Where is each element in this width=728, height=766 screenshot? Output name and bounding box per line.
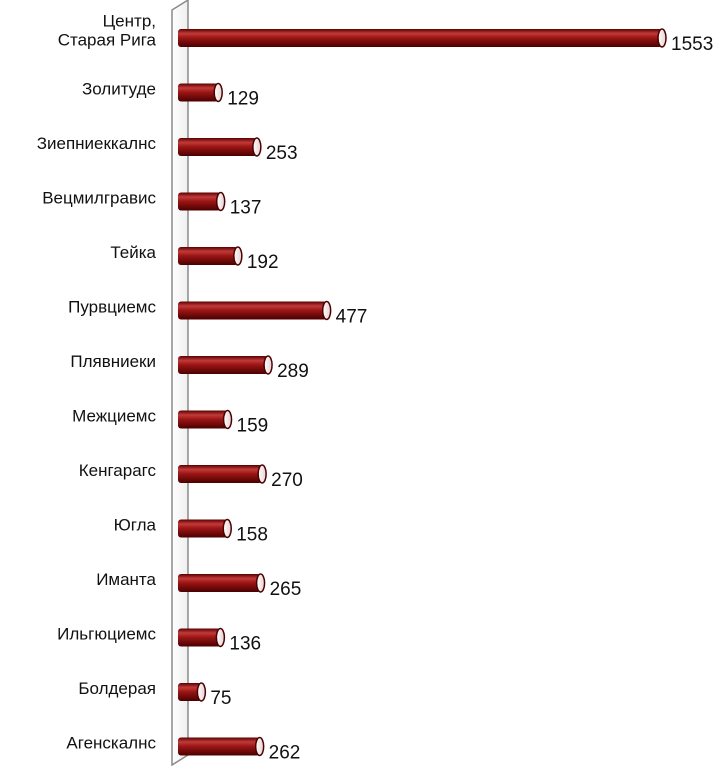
category-label: Плявниеки (70, 352, 156, 371)
bar-group: 129 Золитуде (82, 80, 259, 110)
bar (178, 192, 221, 211)
category-label: Зиепниеккалнс (37, 134, 157, 153)
category-label: Центр, Старая Рига (58, 12, 157, 50)
value-label: 137 (230, 198, 262, 219)
category-label: Пурвциемс (68, 298, 156, 317)
bar-group: 270 Кенгарагс (79, 461, 303, 491)
category-label: Ильгюциемс (57, 625, 156, 644)
category-label-line: Золитуде (82, 80, 156, 99)
bar-end-cap (252, 137, 262, 157)
bar-end-cap (215, 191, 226, 212)
category-label-line: Болдерая (78, 679, 156, 698)
bar-end-cap (254, 736, 265, 757)
bar-end-cap (222, 409, 233, 430)
category-label-line: Старая Рига (58, 31, 157, 50)
category-label-line: Пурвциемс (68, 298, 156, 317)
bar-group: 1553 Центр, Старая Рига (58, 12, 714, 56)
bar-group: 192 Тейка (110, 243, 278, 273)
bar-end-cap (215, 627, 226, 648)
bar (178, 519, 228, 538)
category-label-line: Ильгюциемс (57, 625, 156, 644)
category-label: Иманта (96, 570, 156, 589)
bar-end-cap (233, 246, 243, 266)
value-label: 262 (269, 743, 301, 764)
bar-group: 159 Межциемс (72, 407, 268, 437)
value-label: 136 (229, 634, 261, 655)
bar-end-cap (222, 518, 232, 539)
value-label: 129 (227, 89, 259, 110)
category-label-line: Югла (114, 516, 157, 535)
value-label: 477 (336, 307, 368, 328)
bar-group: 75 Болдерая (78, 679, 231, 709)
bar (178, 247, 238, 265)
category-label-line: Тейка (110, 243, 156, 262)
bar-end-cap (255, 573, 266, 593)
category-label-line: Зиепниеккалнс (37, 134, 157, 153)
category-label-line: Кенгарагс (79, 461, 157, 480)
value-label: 270 (271, 470, 303, 491)
value-label: 253 (266, 143, 298, 164)
bar (178, 29, 662, 47)
bar-group: 253 Зиепниеккалнс (37, 134, 298, 164)
category-label: Вецмилгравис (42, 189, 156, 208)
category-label: Золитуде (82, 80, 156, 99)
bar (178, 683, 202, 701)
value-label: 1553 (671, 34, 713, 55)
bar-end-cap (263, 355, 273, 375)
bar-end-cap (213, 82, 223, 103)
bar-group: 137 Вецмилгравис (42, 189, 261, 219)
category-label-line: Межциемс (72, 407, 156, 426)
bar-group: 262 Агенскалнс (66, 734, 300, 764)
bar (178, 574, 261, 592)
bar-end-cap (257, 464, 267, 484)
value-label: 159 (237, 416, 269, 437)
bar-group: 265 Иманта (96, 570, 301, 600)
axis-wall (171, 0, 189, 766)
category-label: Болдерая (78, 679, 156, 698)
bar-group: 289 Плявниеки (70, 352, 308, 382)
category-label-line: Агенскалнс (66, 734, 156, 753)
bar-group: 477 Пурвциемс (68, 298, 367, 328)
bar (178, 465, 263, 483)
bar (178, 301, 327, 320)
bar (178, 356, 269, 374)
value-label: 265 (270, 579, 302, 600)
category-label: Тейка (110, 243, 156, 262)
bar-end-cap (657, 28, 667, 48)
bars-layer: 1553 Центр, Старая Рига 129 Золитуде 253 Зиепн… (37, 12, 714, 764)
bar (178, 83, 219, 102)
category-label: Кенгарагс (79, 461, 157, 480)
bar-group: 158 Югла (114, 516, 268, 546)
bar-end-cap (321, 300, 332, 321)
category-label-line: Плявниеки (70, 352, 156, 371)
bar-end-cap (196, 682, 207, 702)
category-label-line: Центр, (103, 12, 156, 31)
value-label: 289 (277, 361, 309, 382)
category-label-line: Вецмилгравис (42, 189, 156, 208)
bar-group: 136 Ильгюциемс (57, 625, 261, 655)
bar (178, 410, 228, 429)
bar (178, 138, 257, 156)
bar (178, 628, 221, 647)
category-label-line: Иманта (96, 570, 156, 589)
category-label: Межциемс (72, 407, 156, 426)
value-label: 192 (247, 252, 279, 273)
category-label: Югла (114, 516, 157, 535)
value-label: 75 (210, 688, 231, 709)
bar (178, 737, 260, 756)
category-label: Агенскалнс (66, 734, 156, 753)
value-label: 158 (236, 525, 268, 546)
